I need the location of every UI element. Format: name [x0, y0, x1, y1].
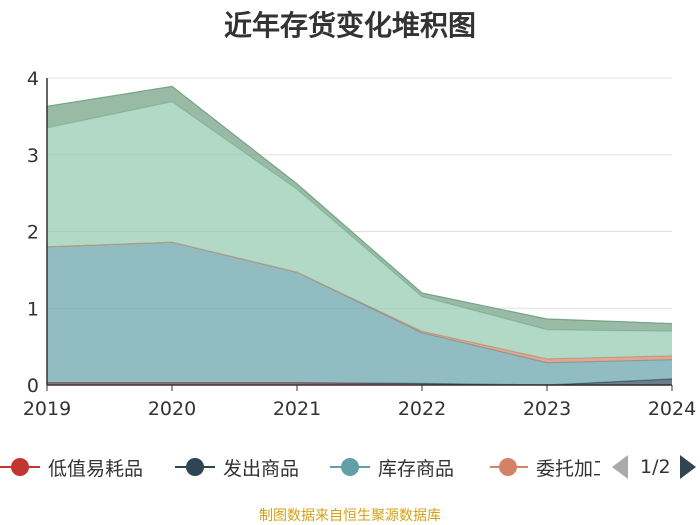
x-tick-label: 2020 [148, 398, 196, 420]
legend-label: 库存商品 [378, 457, 455, 480]
legend-label: 低值易耗品 [48, 457, 144, 480]
axes: 0 1 2 3 4 2019 2020 2021 2022 2023 2024 [23, 68, 696, 420]
legend-item-inventory-goods[interactable]: 库存商品 [330, 450, 454, 484]
chart-title: 近年存货变化堆积图 [223, 9, 476, 42]
data-source-note: 制图数据来自恒生聚源数据库 [259, 508, 441, 524]
y-tick-label: 2 [27, 222, 39, 244]
legend-label: 发出商品 [223, 457, 300, 480]
x-tick-label: 2019 [23, 398, 71, 420]
next-page-icon[interactable] [679, 455, 696, 479]
legend: 低值易耗品 发出商品 库存商品 委托加工物资 1/2 [0, 450, 700, 484]
x-tick-label: 2024 [648, 398, 696, 420]
prev-page-icon[interactable] [612, 455, 628, 479]
area-series-line-5 [46, 85, 673, 325]
legend-symbol-icon [330, 457, 370, 477]
area-series-3 [47, 242, 672, 363]
area-series-4 [47, 101, 672, 359]
x-tick-label: 2023 [523, 398, 571, 420]
stacked-areas [46, 85, 673, 386]
legend-symbol-icon [0, 457, 40, 477]
legend-symbol-icon [490, 457, 528, 477]
legend-page-indicator: 1/2 [640, 456, 671, 478]
x-tick-label: 2021 [273, 398, 321, 420]
y-tick-label: 3 [27, 145, 39, 167]
x-tick-label: 2022 [398, 398, 446, 420]
legend-item-consigned-processing[interactable]: 委托加工物资 [490, 450, 600, 484]
legend-overflow-clip: 委托加工物资 [490, 450, 600, 484]
legend-pager: 1/2 [612, 450, 696, 484]
legend-symbol-icon [175, 457, 215, 477]
area-series-5 [47, 86, 672, 332]
y-tick-label: 4 [27, 68, 39, 90]
y-tick-label: 1 [27, 298, 39, 320]
y-tick-label: 0 [27, 375, 39, 397]
legend-item-goods-shipped[interactable]: 发出商品 [175, 450, 299, 484]
legend-label: 委托加工物资 [536, 457, 600, 480]
area-series-2 [47, 242, 672, 385]
legend-item-low-value-consumables[interactable]: 低值易耗品 [0, 450, 143, 484]
